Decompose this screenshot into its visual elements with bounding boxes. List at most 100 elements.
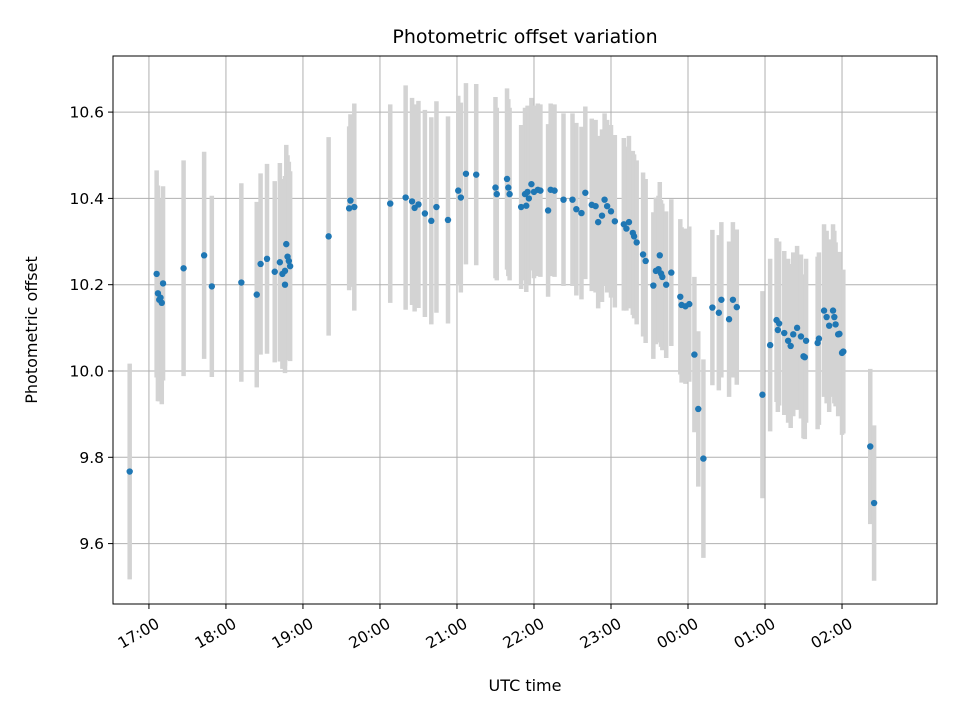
data-point [503, 175, 511, 183]
data-point [283, 240, 290, 248]
y-axis-ticks: 9.6 9.8 10.0 10.2 10.4 10.6 [69, 104, 113, 553]
data-point [180, 265, 187, 272]
data-point [656, 252, 663, 259]
data-point [598, 212, 606, 219]
data-point [623, 225, 630, 232]
data-point [630, 233, 638, 240]
data-point [642, 257, 649, 265]
data-point [523, 202, 530, 209]
data-point [733, 303, 740, 311]
y-tick-label: 10.4 [69, 190, 104, 208]
data-point [544, 207, 552, 214]
data-point [633, 239, 640, 246]
y-tick-label: 10.6 [69, 104, 104, 122]
data-point [158, 299, 165, 307]
chart-title: Photometric offset variation [392, 26, 657, 48]
data-point [347, 197, 354, 204]
data-point [784, 337, 792, 344]
data-point [836, 330, 843, 338]
data-point [506, 190, 513, 198]
data-point [276, 259, 284, 266]
data-point [759, 391, 766, 398]
data-point [238, 279, 245, 286]
data-point [607, 208, 615, 215]
data-point [159, 280, 167, 287]
data-point [462, 170, 470, 177]
data-point [709, 304, 716, 311]
data-point [257, 260, 264, 268]
data-point [603, 202, 611, 210]
data-point [662, 281, 670, 288]
data-point [505, 184, 512, 191]
data-point [345, 205, 353, 212]
data-point [659, 273, 666, 281]
data-point [825, 322, 833, 329]
data-point [766, 341, 774, 349]
data-point [525, 195, 533, 202]
data-point [677, 293, 684, 300]
data-point [428, 217, 435, 225]
data-point [263, 255, 271, 263]
data-point [867, 443, 874, 450]
plot-frame [112, 55, 938, 605]
data-point [285, 257, 293, 265]
data-point [797, 333, 805, 340]
data-point [718, 296, 725, 303]
y-tick-label: 10.0 [69, 362, 104, 380]
data-point [592, 202, 599, 210]
data-point [573, 205, 580, 213]
data-point [594, 218, 602, 226]
data-point [551, 187, 558, 194]
y-tick-label: 9.6 [79, 535, 104, 553]
data-point [831, 313, 838, 321]
data-point [569, 196, 576, 203]
data-point [820, 307, 828, 314]
data-point [801, 353, 809, 361]
data-point [493, 190, 500, 198]
data-point [700, 455, 707, 462]
data-point [408, 198, 416, 205]
data-point [829, 307, 837, 314]
data-point [286, 262, 294, 270]
data-point [715, 309, 723, 316]
data-point [625, 218, 633, 226]
data-point [473, 171, 480, 178]
data-point [787, 342, 794, 350]
data-point [415, 201, 422, 208]
data-point [524, 188, 531, 196]
y-tick-label: 10.2 [69, 276, 104, 294]
data-point [691, 351, 698, 358]
data-point [781, 329, 788, 337]
data-point [578, 209, 585, 217]
data-point [433, 203, 440, 211]
data-point [611, 218, 619, 225]
data-point [281, 281, 289, 288]
data-point [157, 294, 164, 301]
data-point [582, 189, 589, 196]
data-point [351, 203, 358, 211]
data-point [601, 196, 608, 203]
x-axis-label: UTC time [489, 676, 562, 695]
data-point [492, 184, 499, 191]
data-point [802, 337, 810, 344]
y-axis-label: Photometric offset [22, 256, 41, 404]
data-point [455, 187, 462, 194]
data-point [421, 210, 429, 217]
data-point [200, 252, 208, 259]
data-point [271, 268, 278, 275]
data-point [325, 233, 332, 240]
data-point [775, 320, 783, 327]
data-point [815, 335, 823, 342]
data-point [402, 194, 409, 201]
data-point [517, 203, 525, 211]
data-point [832, 321, 839, 328]
data-point [650, 282, 657, 289]
y-tick-label: 9.8 [79, 449, 104, 467]
data-point [695, 405, 702, 413]
data-point [729, 296, 737, 303]
data-point [639, 251, 647, 258]
data-point [560, 196, 567, 203]
data-point [823, 313, 830, 321]
data-point [793, 324, 801, 332]
